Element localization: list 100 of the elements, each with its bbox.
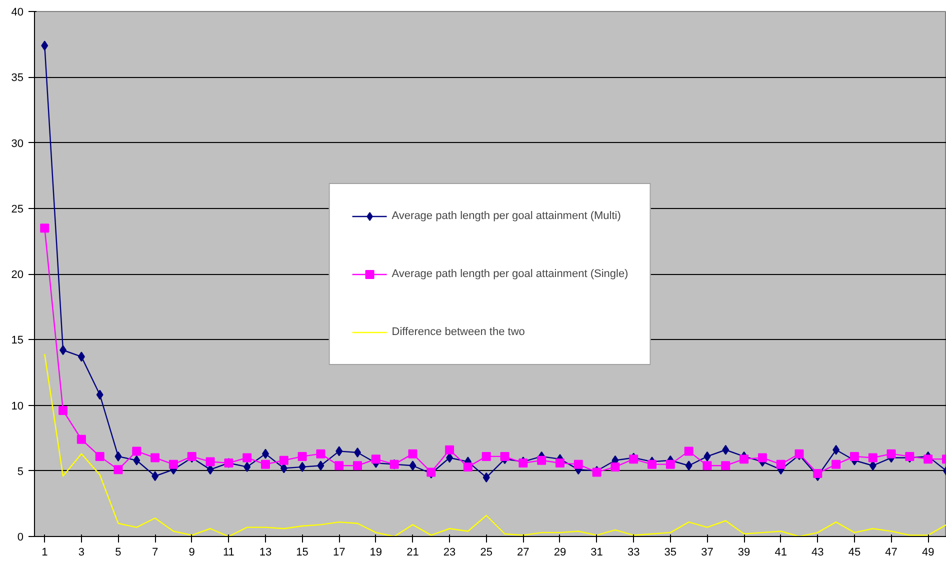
point [95, 452, 104, 461]
point [150, 453, 160, 462]
point [740, 454, 749, 464]
point [408, 449, 418, 458]
x-tick-label: 17 [332, 546, 346, 558]
point [316, 449, 326, 458]
point [832, 444, 840, 455]
point [537, 456, 546, 465]
point [869, 460, 876, 471]
y-tick-label: 35 [11, 72, 24, 84]
point [685, 460, 692, 471]
legend-label: Difference between the two [392, 326, 525, 338]
point [758, 453, 767, 462]
point [133, 455, 140, 466]
point [776, 460, 786, 469]
point [114, 465, 123, 474]
point [353, 461, 362, 470]
point [242, 453, 252, 462]
x-tick-label: 31 [590, 546, 603, 558]
x-tick-label: 29 [554, 546, 566, 558]
point [317, 460, 324, 471]
x-tick-label: 43 [812, 546, 824, 558]
point [244, 462, 251, 472]
legend-label: Average path length per goal attainment (Multi) [392, 210, 621, 222]
x-tick-label: 3 [78, 546, 84, 558]
point [704, 451, 711, 462]
y-tick-label: 5 [17, 466, 24, 478]
point [409, 460, 416, 471]
point [354, 448, 362, 458]
point [334, 461, 344, 470]
point [574, 460, 583, 469]
point [206, 457, 215, 466]
point [206, 464, 214, 475]
point [924, 454, 933, 464]
point [813, 469, 822, 478]
x-tick-label: 23 [443, 546, 456, 558]
x-tick-label: 47 [885, 546, 898, 558]
point [58, 406, 68, 415]
x-tick-label: 45 [848, 546, 861, 558]
x-tick-label: 1 [42, 546, 48, 558]
x-tick-label: 35 [664, 546, 677, 558]
point [610, 462, 620, 472]
point [702, 461, 712, 470]
point [850, 452, 859, 461]
x-tick-label: 5 [115, 546, 122, 558]
point [648, 460, 657, 469]
point [298, 452, 307, 461]
point [482, 452, 491, 461]
x-tick-label: 13 [259, 546, 272, 558]
point [886, 449, 896, 458]
y-tick-label: 20 [11, 269, 24, 281]
point [555, 458, 564, 468]
point [721, 461, 730, 470]
point [722, 444, 730, 455]
point [445, 445, 454, 454]
point [168, 460, 178, 469]
y-tick-label: 30 [11, 138, 24, 150]
x-tick-label: 33 [627, 546, 640, 558]
x-tick-label: 21 [406, 546, 419, 558]
point [684, 446, 694, 456]
x-tick-label: 27 [517, 546, 530, 558]
point [40, 224, 50, 233]
point [666, 460, 675, 469]
point [298, 462, 306, 472]
point [868, 453, 878, 462]
x-tick-label: 37 [701, 546, 714, 558]
point [114, 451, 122, 462]
point [446, 452, 454, 463]
y-tick-label: 10 [11, 400, 24, 412]
point [371, 454, 380, 464]
x-tick-label: 15 [296, 546, 308, 558]
point [76, 434, 86, 444]
point [336, 446, 343, 456]
point [262, 448, 269, 459]
x-tick-label: 7 [152, 546, 158, 558]
point [78, 352, 85, 362]
y-tick-label: 15 [11, 334, 24, 347]
point [41, 40, 48, 51]
x-tick-label: 49 [922, 546, 934, 558]
y-tick-label: 40 [11, 6, 24, 18]
x-tick-label: 19 [370, 546, 382, 558]
point [500, 452, 510, 461]
legend-label: Average path length per goal attainment (Single) [392, 268, 628, 280]
point [279, 456, 288, 465]
point [463, 462, 472, 472]
point [132, 446, 142, 456]
point [832, 460, 841, 469]
y-tick-label: 0 [17, 532, 24, 544]
point [60, 345, 67, 356]
x-tick-label: 11 [222, 546, 234, 558]
point [482, 472, 490, 482]
point [96, 390, 104, 400]
y-tick-label: 25 [11, 203, 24, 216]
point [260, 460, 270, 469]
point [152, 471, 159, 482]
x-tick-label: 41 [774, 546, 787, 558]
x-tick-label: 39 [738, 546, 750, 558]
x-tick-label: 25 [480, 546, 492, 558]
x-tick-label: 9 [188, 546, 195, 558]
line-series [44, 353, 946, 536]
